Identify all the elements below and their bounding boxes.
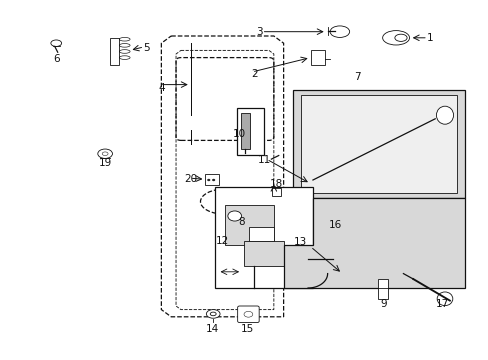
Ellipse shape [435,106,452,124]
Text: 15: 15 [240,324,253,334]
Ellipse shape [210,312,216,316]
Text: 9: 9 [380,299,386,309]
Ellipse shape [51,40,61,46]
Text: 20: 20 [184,174,197,184]
Text: 6: 6 [53,54,60,64]
Text: 1: 1 [426,33,433,43]
Text: 5: 5 [143,42,150,53]
Ellipse shape [212,179,215,181]
Text: 7: 7 [353,72,360,82]
Bar [110,38,119,65]
Bar [293,90,464,198]
Ellipse shape [329,26,349,37]
Ellipse shape [382,31,409,45]
Ellipse shape [227,211,241,221]
Ellipse shape [98,149,112,158]
Text: 10: 10 [232,129,245,139]
Bar [378,279,387,299]
Bar [249,227,273,241]
Ellipse shape [436,292,452,306]
Bar [205,174,219,185]
Ellipse shape [206,310,220,318]
Bar [237,108,264,155]
Ellipse shape [102,152,108,156]
Polygon shape [283,198,464,288]
Text: 17: 17 [435,299,448,309]
Ellipse shape [207,179,210,181]
Text: 13: 13 [293,237,307,247]
Text: 18: 18 [269,179,283,189]
Bar [215,187,312,288]
Bar [241,113,249,149]
Bar [271,188,280,196]
Text: 3: 3 [255,27,262,37]
Ellipse shape [394,34,406,41]
Text: 19: 19 [98,158,112,168]
Text: 12: 12 [215,236,229,246]
Text: 11: 11 [257,155,270,165]
Text: 8: 8 [238,217,245,228]
FancyBboxPatch shape [237,306,259,323]
Bar [300,95,456,193]
Ellipse shape [244,311,252,317]
Bar [224,205,273,245]
Bar [310,50,325,65]
Text: 14: 14 [205,324,219,334]
Bar [244,241,283,266]
Text: 2: 2 [250,69,257,79]
Text: 4: 4 [158,83,164,93]
Text: 16: 16 [327,220,341,230]
